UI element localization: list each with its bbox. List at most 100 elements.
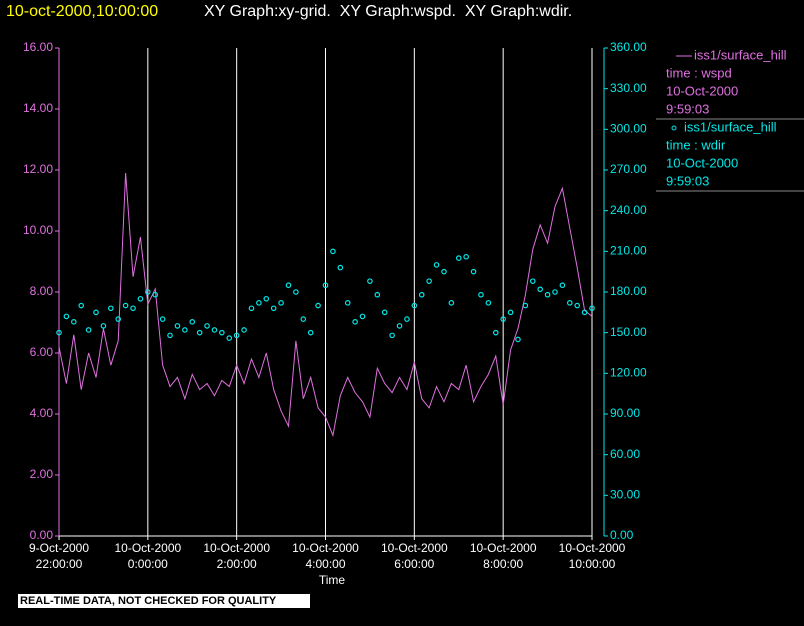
wdir-point bbox=[337, 264, 344, 271]
x-tick-label: 10-Oct-2000 bbox=[470, 541, 537, 555]
wdir-point bbox=[552, 289, 558, 295]
x-tick-label: 4:00:00 bbox=[305, 557, 345, 571]
y2-tick-label: 90.00 bbox=[610, 406, 640, 420]
y-tick-label: 16.00 bbox=[23, 40, 53, 54]
wdir-point bbox=[544, 291, 551, 298]
y2-tick-label: 120.00 bbox=[610, 366, 647, 380]
wdir-point bbox=[152, 291, 159, 298]
wdir-point bbox=[93, 309, 99, 316]
wdir-point bbox=[426, 278, 432, 284]
legend-detail: 9:59:03 bbox=[666, 173, 709, 188]
wdir-point bbox=[492, 329, 499, 336]
x-tick-label: 10-Oct-2000 bbox=[114, 541, 181, 555]
wdir-point bbox=[404, 316, 410, 322]
wdir-point bbox=[137, 295, 144, 302]
wdir-point bbox=[396, 323, 403, 329]
wdir-point bbox=[581, 309, 588, 316]
legend-detail: time : wspd bbox=[666, 65, 732, 80]
wdir-point bbox=[589, 305, 595, 312]
x-tick-label: 10:00:00 bbox=[569, 557, 616, 571]
wdir-point bbox=[115, 316, 122, 322]
y2-tick-label: 210.00 bbox=[610, 244, 647, 258]
wdir-point bbox=[537, 286, 543, 293]
wdir-point bbox=[189, 319, 196, 325]
wdir-point bbox=[448, 300, 455, 306]
header-title: XY Graph:xy-grid. XY Graph:wspd. XY Grap… bbox=[204, 3, 572, 20]
wdir-point bbox=[515, 336, 521, 343]
wdir-point bbox=[559, 282, 566, 289]
wdir-point bbox=[470, 268, 477, 275]
y-tick-label: 14.00 bbox=[23, 101, 53, 115]
wdir-point bbox=[367, 278, 373, 284]
wdir-point bbox=[167, 332, 173, 339]
wdir-point bbox=[507, 309, 514, 316]
wdir-point bbox=[204, 323, 210, 329]
x-tick-label: 9-Oct-2000 bbox=[29, 541, 89, 555]
x-tick-label: 10-Oct-2000 bbox=[203, 541, 270, 555]
legend-detail: time : wdir bbox=[666, 137, 726, 152]
wdir-point bbox=[233, 332, 240, 339]
wdir-point bbox=[300, 316, 307, 322]
wdir-point bbox=[100, 323, 107, 329]
wdir-point bbox=[174, 323, 181, 329]
wdir-point bbox=[256, 300, 262, 306]
y2-tick-label: 150.00 bbox=[610, 325, 647, 339]
y2-tick-label: 0.00 bbox=[610, 528, 634, 542]
wdir-point bbox=[389, 332, 395, 339]
legend-swatch bbox=[671, 125, 677, 131]
x-tick-label: 6:00:00 bbox=[394, 557, 434, 571]
y2-tick-label: 240.00 bbox=[610, 203, 647, 217]
wdir-point bbox=[85, 327, 92, 333]
wdir-point bbox=[145, 289, 151, 295]
y-tick-label: 8.00 bbox=[30, 284, 54, 298]
legend-name: iss1/surface_hill bbox=[684, 119, 777, 134]
wdir-point bbox=[122, 302, 129, 309]
legend-detail: 10-Oct-2000 bbox=[666, 155, 738, 170]
wdir-point bbox=[270, 305, 277, 312]
y2-tick-label: 300.00 bbox=[610, 122, 647, 136]
wdir-point bbox=[159, 316, 166, 322]
x-tick-label: 2:00:00 bbox=[217, 557, 257, 571]
wspd-line bbox=[58, 173, 593, 438]
wdir-point bbox=[352, 319, 358, 325]
y-tick-label: 10.00 bbox=[23, 223, 53, 237]
wdir-point bbox=[566, 300, 573, 306]
wdir-point bbox=[374, 291, 381, 298]
y2-tick-label: 330.00 bbox=[610, 81, 647, 95]
wdir-point bbox=[529, 278, 536, 284]
wdir-point bbox=[522, 302, 529, 309]
wdir-point bbox=[226, 335, 233, 341]
y2-tick-label: 180.00 bbox=[610, 284, 647, 298]
wdir-point bbox=[63, 313, 70, 320]
y-tick-label: 4.00 bbox=[30, 406, 54, 420]
y2-tick-label: 360.00 bbox=[610, 40, 647, 54]
wdir-point bbox=[263, 295, 270, 302]
wdir-point bbox=[500, 316, 506, 322]
wdir-point bbox=[485, 300, 492, 306]
y-tick-label: 2.00 bbox=[30, 467, 54, 481]
legend-name: iss1/surface_hill bbox=[694, 47, 787, 62]
x-tick-label: 0:00:00 bbox=[128, 557, 168, 571]
y-tick-label: 6.00 bbox=[30, 345, 54, 359]
wdir-point bbox=[418, 291, 425, 298]
wdir-point bbox=[322, 282, 329, 289]
wdir-point bbox=[78, 302, 85, 309]
wdir-point bbox=[344, 300, 351, 306]
wdir-point bbox=[293, 289, 299, 295]
wdir-point bbox=[182, 327, 188, 333]
wdir-point bbox=[130, 305, 136, 312]
wdir-point bbox=[455, 255, 462, 261]
wdir-point bbox=[196, 329, 203, 336]
wdir-point bbox=[315, 302, 321, 309]
wdir-point bbox=[433, 262, 440, 268]
wdir-point bbox=[441, 268, 447, 275]
wdir-point bbox=[71, 319, 77, 325]
legend-detail: 9:59:03 bbox=[666, 101, 709, 116]
wdir-point bbox=[278, 300, 284, 306]
wdir-point bbox=[574, 302, 580, 309]
x-axis-label: Time bbox=[319, 573, 346, 587]
wdir-point bbox=[463, 253, 469, 260]
y2-tick-label: 30.00 bbox=[610, 488, 640, 502]
